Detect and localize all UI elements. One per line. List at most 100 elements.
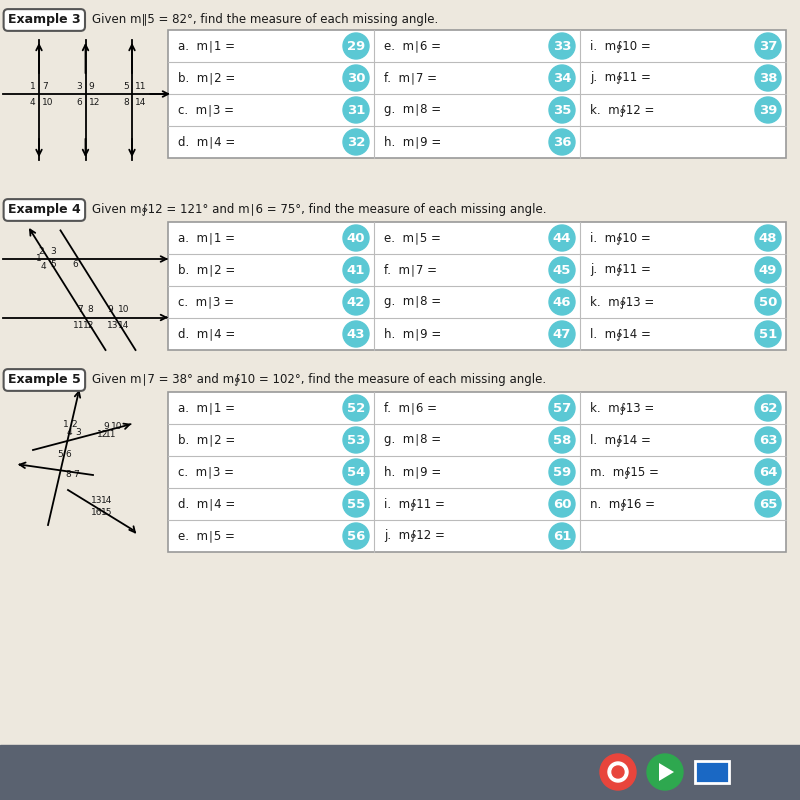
Text: l.  m∲14 =: l. m∲14 = bbox=[590, 434, 651, 446]
Text: 37: 37 bbox=[759, 39, 777, 53]
Text: 44: 44 bbox=[553, 231, 571, 245]
Text: 7: 7 bbox=[73, 470, 78, 479]
Text: 57: 57 bbox=[553, 402, 571, 414]
Text: 30: 30 bbox=[346, 71, 366, 85]
Circle shape bbox=[343, 97, 369, 123]
Circle shape bbox=[755, 321, 781, 347]
Circle shape bbox=[549, 321, 575, 347]
Text: 65: 65 bbox=[759, 498, 777, 510]
Circle shape bbox=[343, 491, 369, 517]
Text: 41: 41 bbox=[347, 263, 365, 277]
Text: 33: 33 bbox=[553, 39, 571, 53]
Circle shape bbox=[755, 491, 781, 517]
Text: 6: 6 bbox=[65, 450, 70, 459]
Text: e.  m∣6 =: e. m∣6 = bbox=[384, 39, 441, 53]
Text: 34: 34 bbox=[553, 71, 571, 85]
Text: 49: 49 bbox=[759, 263, 777, 277]
Circle shape bbox=[647, 754, 683, 790]
Text: e.  m∣5 =: e. m∣5 = bbox=[384, 231, 441, 245]
Text: h.  m∣9 =: h. m∣9 = bbox=[384, 135, 442, 149]
Text: 51: 51 bbox=[759, 327, 777, 341]
Text: Given m∣7 = 38° and m∲10 = 102°, find the measure of each missing angle.: Given m∣7 = 38° and m∲10 = 102°, find th… bbox=[92, 374, 546, 386]
Text: 53: 53 bbox=[347, 434, 365, 446]
Text: 39: 39 bbox=[759, 103, 777, 117]
Text: Example 3: Example 3 bbox=[8, 14, 81, 26]
Text: 7: 7 bbox=[77, 306, 83, 314]
Circle shape bbox=[549, 459, 575, 485]
Text: 63: 63 bbox=[758, 434, 778, 446]
Text: 4: 4 bbox=[67, 428, 73, 437]
Circle shape bbox=[600, 754, 636, 790]
Text: 36: 36 bbox=[553, 135, 571, 149]
Text: 12: 12 bbox=[97, 430, 108, 439]
Text: 9: 9 bbox=[107, 306, 113, 314]
Text: 35: 35 bbox=[553, 103, 571, 117]
Text: 5: 5 bbox=[50, 260, 56, 269]
Text: 9: 9 bbox=[103, 422, 109, 431]
Circle shape bbox=[343, 427, 369, 453]
FancyBboxPatch shape bbox=[0, 745, 800, 800]
Text: 61: 61 bbox=[553, 530, 571, 542]
Circle shape bbox=[549, 289, 575, 315]
Text: d.  m∣4 =: d. m∣4 = bbox=[178, 498, 235, 510]
Text: 16: 16 bbox=[91, 508, 102, 517]
Text: m.  m∲15 =: m. m∲15 = bbox=[590, 466, 659, 478]
Text: a.  m∣1 =: a. m∣1 = bbox=[178, 39, 235, 53]
Circle shape bbox=[755, 257, 781, 283]
Text: 8: 8 bbox=[87, 306, 93, 314]
Text: j.  m∲11 =: j. m∲11 = bbox=[590, 71, 651, 85]
Text: k.  m∲12 =: k. m∲12 = bbox=[590, 103, 654, 117]
Circle shape bbox=[549, 427, 575, 453]
Circle shape bbox=[343, 523, 369, 549]
Text: 8: 8 bbox=[65, 470, 70, 479]
Text: g.  m∣8 =: g. m∣8 = bbox=[384, 434, 441, 446]
Text: 6: 6 bbox=[73, 260, 78, 269]
Circle shape bbox=[755, 427, 781, 453]
Text: c.  m∣3 =: c. m∣3 = bbox=[178, 295, 234, 309]
Text: a.  m∣1 =: a. m∣1 = bbox=[178, 231, 235, 245]
Text: a.  m∣1 =: a. m∣1 = bbox=[178, 402, 235, 414]
Circle shape bbox=[343, 395, 369, 421]
Text: 58: 58 bbox=[553, 434, 571, 446]
Circle shape bbox=[343, 129, 369, 155]
Text: 5: 5 bbox=[123, 82, 129, 91]
Text: 10: 10 bbox=[118, 306, 130, 314]
Text: 10: 10 bbox=[42, 98, 54, 107]
Circle shape bbox=[549, 523, 575, 549]
Text: Given m∥5 = 82°, find the measure of each missing angle.: Given m∥5 = 82°, find the measure of eac… bbox=[92, 14, 438, 26]
Text: f.  m∣6 =: f. m∣6 = bbox=[384, 402, 437, 414]
Text: 48: 48 bbox=[758, 231, 778, 245]
Text: 4: 4 bbox=[41, 262, 46, 271]
Circle shape bbox=[755, 459, 781, 485]
Text: 1: 1 bbox=[63, 420, 69, 429]
Text: 50: 50 bbox=[759, 295, 777, 309]
Text: 1: 1 bbox=[30, 82, 36, 91]
Circle shape bbox=[755, 225, 781, 251]
Circle shape bbox=[549, 65, 575, 91]
Circle shape bbox=[343, 65, 369, 91]
Text: 1: 1 bbox=[37, 254, 42, 263]
Text: 4: 4 bbox=[30, 98, 36, 107]
Circle shape bbox=[343, 257, 369, 283]
Circle shape bbox=[549, 33, 575, 59]
Text: j.  m∲12 =: j. m∲12 = bbox=[384, 530, 445, 542]
Circle shape bbox=[755, 289, 781, 315]
Text: Example 4: Example 4 bbox=[8, 203, 81, 217]
Circle shape bbox=[608, 762, 628, 782]
Text: 47: 47 bbox=[553, 327, 571, 341]
Text: 3: 3 bbox=[75, 428, 81, 437]
Text: 55: 55 bbox=[347, 498, 365, 510]
Text: 12: 12 bbox=[89, 98, 100, 107]
Text: Example 5: Example 5 bbox=[8, 374, 81, 386]
Text: 2: 2 bbox=[71, 420, 77, 429]
Text: 32: 32 bbox=[347, 135, 365, 149]
Text: 54: 54 bbox=[347, 466, 365, 478]
Text: 64: 64 bbox=[758, 466, 778, 478]
Circle shape bbox=[755, 395, 781, 421]
Text: 38: 38 bbox=[758, 71, 778, 85]
Text: 14: 14 bbox=[101, 496, 112, 505]
Text: 40: 40 bbox=[346, 231, 366, 245]
Text: 46: 46 bbox=[553, 295, 571, 309]
Text: b.  m∣2 =: b. m∣2 = bbox=[178, 263, 235, 277]
Text: 56: 56 bbox=[347, 530, 365, 542]
